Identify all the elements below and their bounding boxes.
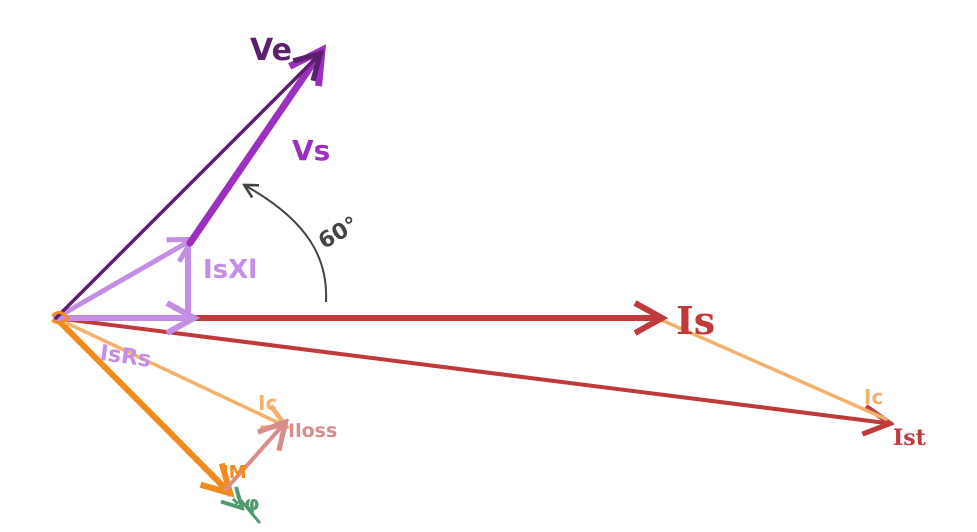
angle-arc: [246, 186, 328, 303]
ic-left-label: Ic: [258, 391, 277, 415]
isxl-diagonal: [53, 242, 188, 321]
iloss-label: Iloss: [288, 420, 337, 442]
ve-label: Ve: [250, 33, 292, 68]
ic-right-vector: [655, 316, 888, 421]
im-label: IM: [222, 462, 247, 483]
angle-label: 60°: [314, 212, 363, 254]
im-vector: [53, 315, 226, 489]
ic-left-vector: [54, 316, 283, 425]
ist-vector: [54, 316, 886, 423]
iloss-vector: [224, 425, 283, 491]
is-label: Is: [676, 298, 715, 343]
ist-label: Ist: [893, 425, 927, 451]
vs-vector: [186, 56, 318, 247]
phi-tail-stroke: [236, 495, 261, 524]
ve-vector: [54, 49, 325, 320]
phi-label: φ: [244, 491, 260, 515]
vs-label: Vs: [292, 134, 330, 167]
origin-mark: [50, 311, 71, 325]
isxl-label: IsXl: [203, 255, 257, 285]
ic-right-label: Ic: [864, 385, 883, 409]
